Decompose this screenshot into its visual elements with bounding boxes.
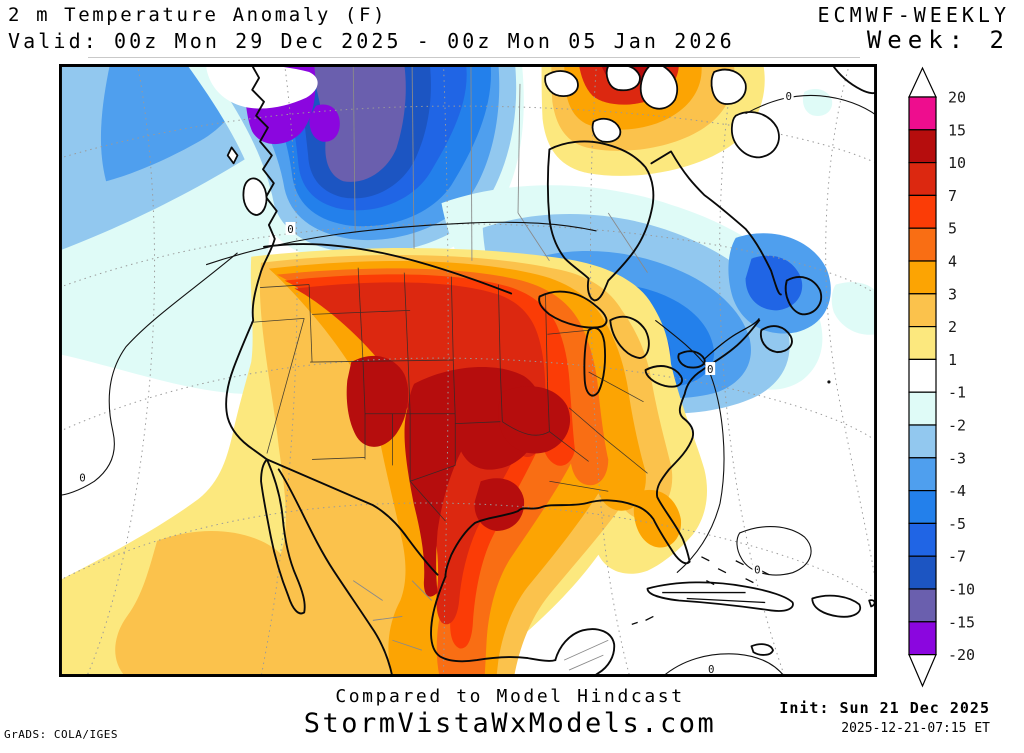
page-title: 2 m Temperature Anomaly (F) xyxy=(8,4,387,26)
colorbar-cell xyxy=(909,294,936,327)
colorbar-labels: 20 15 10 7 5 4 3 2 1 -1 -2 -3 -4 -5 -7 -10 -15 -20 xyxy=(948,89,975,665)
colorbar-value: -7 xyxy=(948,548,966,566)
zero-contour-label: 0 xyxy=(287,223,293,236)
colorbar-value: 10 xyxy=(948,154,966,172)
colorbar-cell xyxy=(909,327,936,360)
week-label: Week: 2 xyxy=(867,26,1010,54)
footer-center: Compared to Model Hindcast StormVistaWxM… xyxy=(200,686,820,739)
colorbar-value: 1 xyxy=(948,351,957,369)
colorbar-value: 5 xyxy=(948,220,957,238)
colorbar-value: -20 xyxy=(948,646,975,664)
model-name: ECMWF-WEEKLY xyxy=(818,3,1011,27)
colorbar-value: 7 xyxy=(948,187,957,205)
colorbar-canvas: 20 15 10 7 5 4 3 2 1 -1 -2 -3 -4 -5 -7 -10 -15 -20 xyxy=(899,64,1021,709)
colorbar-cell xyxy=(909,130,936,163)
colorbar-cell xyxy=(909,589,936,622)
zero-contour-label: 0 xyxy=(79,471,85,484)
colorbar-arrow-up xyxy=(909,68,936,97)
colorbar-value: -1 xyxy=(948,384,966,402)
color-scale: 20 15 10 7 5 4 3 2 1 -1 -2 -3 -4 -5 -7 -10 -15 -20 xyxy=(899,64,1021,709)
colorbar-cell xyxy=(909,228,936,261)
colorbar-cell xyxy=(909,622,936,655)
colorbar-cell xyxy=(909,392,936,425)
colorbar-value: -15 xyxy=(948,613,975,631)
colorbar-cell xyxy=(909,97,936,130)
grads-credit: GrADS: COLA/IGES xyxy=(4,728,118,741)
colorbar-value: 20 xyxy=(948,89,966,107)
colorbar-cell xyxy=(909,261,936,294)
colorbar-value: -4 xyxy=(948,482,966,500)
zero-contour-label: 0 xyxy=(785,90,791,103)
map-canvas: 000000 xyxy=(59,64,877,677)
anomaly-map: 000000 xyxy=(59,64,877,677)
header-divider xyxy=(88,57,860,58)
colorbar-value: 2 xyxy=(948,318,957,336)
zero-contour-label: 0 xyxy=(707,363,713,376)
colorbar-cell xyxy=(909,523,936,556)
init-label: Init: Sun 21 Dec 2025 xyxy=(779,699,990,717)
compared-note: Compared to Model Hindcast xyxy=(200,686,820,707)
colorbar-cell xyxy=(909,163,936,196)
colorbar-value: 3 xyxy=(948,285,957,303)
weather-map-page: 2 m Temperature Anomaly (F) ECMWF-WEEKLY… xyxy=(0,0,1024,753)
colorbar-value: -10 xyxy=(948,581,975,599)
colorbar-cell xyxy=(909,425,936,458)
zero-contour-label: 0 xyxy=(754,564,760,577)
colorbar-arrow-down xyxy=(909,655,936,686)
colorbar-cell xyxy=(909,359,936,392)
site-name: StormVistaWxModels.com xyxy=(200,708,820,739)
valid-range: Valid: 00z Mon 29 Dec 2025 - 00z Mon 05 … xyxy=(8,29,735,53)
colorbar-cell xyxy=(909,195,936,228)
colorbar-cell xyxy=(909,491,936,524)
colorbar-cell xyxy=(909,556,936,589)
colorbar-cell xyxy=(909,458,936,491)
colorbar-value: 4 xyxy=(948,253,957,271)
colorbar-value: 15 xyxy=(948,121,966,139)
init-timestamp: 2025-12-21-07:15 ET xyxy=(841,721,990,736)
colorbar-value: -3 xyxy=(948,449,966,467)
colorbar-value: -5 xyxy=(948,515,966,533)
colorbar-value: -2 xyxy=(948,417,966,435)
colorbar-cells xyxy=(909,97,936,655)
